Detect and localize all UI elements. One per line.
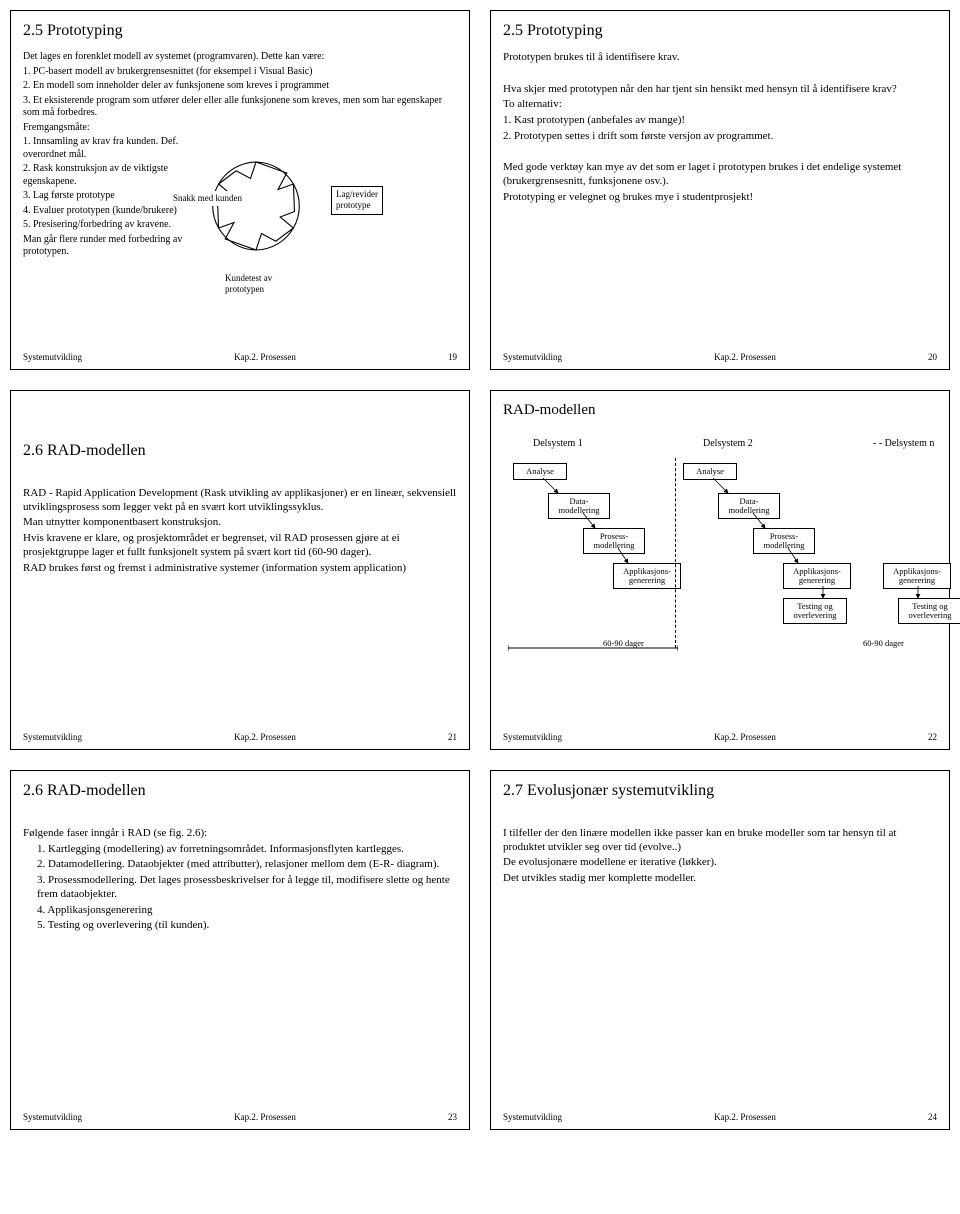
footer-page: 24 (928, 1112, 937, 1123)
slide-21: 2.6 RAD-modellen RAD - Rapid Application… (10, 390, 470, 750)
text: To alternativ: (503, 98, 937, 112)
text: Med gode verktøy kan mye av det som er l… (503, 161, 937, 189)
slide-title: 2.7 Evolusjonær systemutvikling (503, 781, 937, 801)
text: Man går flere runder med forbedring av p… (23, 234, 193, 259)
text: De evolusjonære modellene er iterative (… (503, 856, 937, 870)
text: Fremgangsmåte: (23, 122, 457, 135)
slide-grid: 2.5 Prototyping Det lages en forenklet m… (10, 10, 950, 1130)
slide-title: RAD-modellen (503, 401, 937, 420)
footer-left: Systemutvikling (23, 352, 82, 363)
slide-20: 2.5 Prototyping Prototypen brukes til å … (490, 10, 950, 370)
list-item: 2. En modell som inneholder deler av fun… (23, 80, 457, 93)
slide-footer: Systemutvikling Kap.2. Prosessen 20 (503, 352, 937, 363)
slide-23: 2.6 RAD-modellen Følgende faser inngår i… (10, 770, 470, 1130)
text: RAD - Rapid Application Development (Ras… (23, 487, 457, 515)
footer-left: Systemutvikling (23, 1112, 82, 1123)
diagram-label: Kundetest av (225, 273, 272, 284)
list-item: 1. Kartlegging (modellering) av forretni… (37, 843, 457, 857)
diagram-label: Delsystem 2 (703, 438, 753, 451)
footer-center: Kap.2. Prosessen (714, 352, 776, 363)
diagram-label: prototypen (225, 284, 272, 295)
list-item: 4. Evaluer prototypen (kunde/brukere) (23, 205, 193, 218)
bracket-icon (508, 645, 678, 655)
diagram-label: prototype (336, 200, 378, 211)
footer-left: Systemutvikling (503, 732, 562, 743)
footer-left: Systemutvikling (503, 352, 562, 363)
rad-diagram: Delsystem 1 Delsystem 2 - - Delsystem n … (503, 438, 937, 678)
text: I tilfeller der den linære modellen ikke… (503, 827, 937, 855)
text: Hvis kravene er klare, og prosjektområde… (23, 532, 457, 560)
footer-page: 19 (448, 352, 457, 363)
list-item: 2. Prototypen settes i drift som første … (503, 130, 937, 144)
diagram-label: Snakk med kunden (173, 193, 242, 203)
list-item: 5. Presisering/forbedring av kravene. (23, 219, 193, 232)
footer-center: Kap.2. Prosessen (234, 1112, 296, 1123)
period-label: 60-90 dager (863, 638, 904, 649)
footer-center: Kap.2. Prosessen (714, 1112, 776, 1123)
list-item: 4. Applikasjonsgenerering (37, 904, 457, 918)
slide-title: 2.6 RAD-modellen (23, 441, 457, 461)
text: Det utvikles stadig mer komplette modell… (503, 872, 937, 886)
text: Det lages en forenklet modell av systeme… (23, 51, 457, 64)
list-item: 3. Prosessmodellering. Det lages prosess… (37, 874, 457, 902)
footer-page: 21 (448, 732, 457, 743)
list-item: 3. Lag første prototype (23, 190, 193, 203)
rad-arrows-icon (503, 458, 943, 658)
slide-title: 2.5 Prototyping (23, 21, 457, 41)
diagram-label: Delsystem 1 (533, 438, 583, 451)
diagram-label: Lag/revider (336, 189, 378, 200)
text: Hva skjer med prototypen når den har tje… (503, 83, 937, 97)
slide-24: 2.7 Evolusjonær systemutvikling I tilfel… (490, 770, 950, 1130)
slide-footer: Systemutvikling Kap.2. Prosessen 21 (23, 732, 457, 743)
footer-page: 20 (928, 352, 937, 363)
diagram-label: - - Delsystem n (873, 438, 934, 451)
text: Prototyping er velegnet og brukes mye i … (503, 191, 937, 205)
list-item: 1. Innsamling av krav fra kunden. Def. o… (23, 136, 193, 161)
list-item: 5. Testing og overlevering (til kunden). (37, 919, 457, 933)
slide-title: 2.5 Prototyping (503, 21, 937, 41)
footer-center: Kap.2. Prosessen (714, 732, 776, 743)
list-item: 3. Et eksisterende program som utfører d… (23, 95, 457, 120)
slide-footer: Systemutvikling Kap.2. Prosessen 23 (23, 1112, 457, 1123)
slide-footer: Systemutvikling Kap.2. Prosessen 22 (503, 732, 937, 743)
text: Følgende faser inngår i RAD (se fig. 2.6… (23, 827, 457, 841)
footer-left: Systemutvikling (23, 732, 82, 743)
footer-page: 23 (448, 1112, 457, 1123)
list-item: 2. Datamodellering. Dataobjekter (med at… (37, 858, 457, 872)
slide-19: 2.5 Prototyping Det lages en forenklet m… (10, 10, 470, 370)
footer-page: 22 (928, 732, 937, 743)
text: RAD brukes først og fremst i administrat… (23, 562, 457, 576)
footer-center: Kap.2. Prosessen (234, 732, 296, 743)
slide-footer: Systemutvikling Kap.2. Prosessen 24 (503, 1112, 937, 1123)
text: Prototypen brukes til å identifisere kra… (503, 51, 937, 65)
slide-22: RAD-modellen Delsystem 1 Delsystem 2 - -… (490, 390, 950, 750)
list-item: 1. PC-basert modell av brukergrensesnitt… (23, 66, 457, 79)
list-item: 1. Kast prototypen (anbefales av mange)! (503, 114, 937, 128)
slide-footer: Systemutvikling Kap.2. Prosessen 19 (23, 352, 457, 363)
list-item: 2. Rask konstruksjon av de viktigste ege… (23, 163, 193, 188)
footer-center: Kap.2. Prosessen (234, 352, 296, 363)
text: Man utnytter komponentbasert konstruksjo… (23, 516, 457, 530)
footer-left: Systemutvikling (503, 1112, 562, 1123)
slide-title: 2.6 RAD-modellen (23, 781, 457, 801)
